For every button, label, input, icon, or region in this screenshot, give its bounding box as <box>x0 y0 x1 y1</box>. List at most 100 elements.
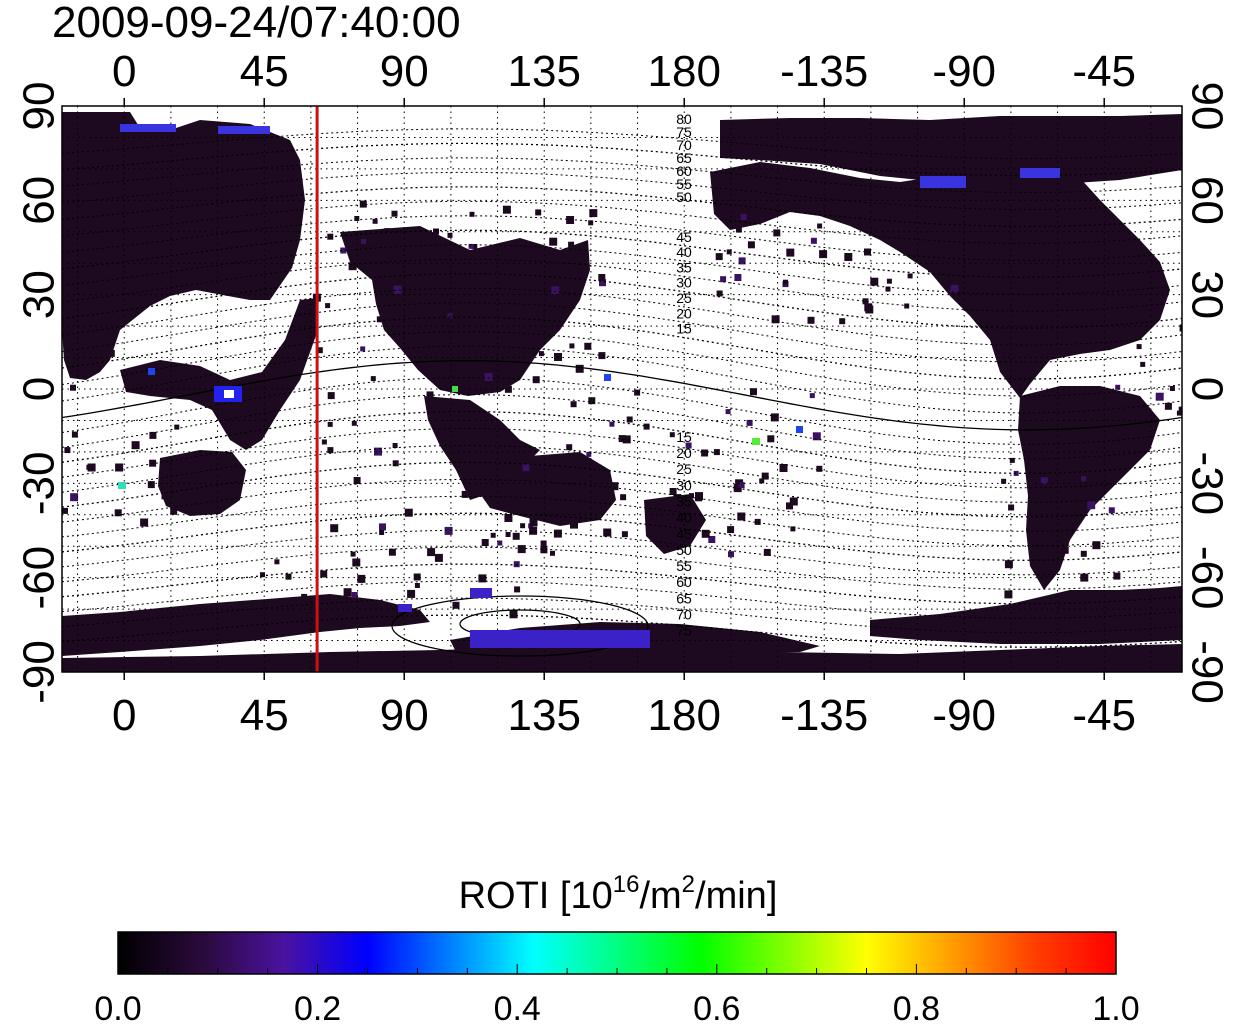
roti-cell <box>321 439 327 445</box>
roti-cell <box>427 548 436 557</box>
roti-cell <box>320 603 327 610</box>
roti-cell <box>340 247 347 254</box>
roti-cell <box>405 280 413 288</box>
roti-cell <box>1009 457 1015 463</box>
roti-cell <box>599 279 606 287</box>
contour-label: 55 <box>676 558 692 574</box>
roti-cell <box>170 507 178 515</box>
roti-cell <box>274 559 280 565</box>
roti-cell <box>551 286 560 295</box>
roti-cell <box>343 588 352 597</box>
roti-cell <box>360 346 366 352</box>
roti-cell <box>570 401 577 408</box>
roti-cell <box>512 532 520 540</box>
maglat-contour <box>62 186 1182 228</box>
roti-cell <box>978 201 987 210</box>
roti-cell <box>816 465 823 472</box>
roti-cell <box>174 424 180 430</box>
roti-cell <box>759 478 765 484</box>
roti-cell <box>770 413 779 422</box>
maglat-contour <box>62 171 1182 210</box>
lat-tick-label-left: 60 <box>15 176 64 225</box>
roti-cell <box>542 475 549 481</box>
roti-cell <box>376 316 383 323</box>
roti-cell <box>928 267 933 273</box>
contour-label: 65 <box>676 150 692 166</box>
lon-tick-label-bottom: -135 <box>780 691 868 740</box>
lat-tick-label-right: 0 <box>1182 377 1231 401</box>
high-roti-point <box>752 438 760 445</box>
roti-cell <box>550 550 555 556</box>
roti-cell <box>584 513 593 522</box>
roti-cell <box>527 255 533 261</box>
roti-cell <box>783 279 788 285</box>
lat-tick-label-left: 30 <box>15 270 64 319</box>
roti-hotspots <box>118 124 1060 648</box>
roti-cell <box>1080 550 1087 557</box>
roti-cell <box>789 497 798 506</box>
maglat-contour <box>62 428 1182 489</box>
maglat-contour <box>62 142 1182 177</box>
roti-cell <box>140 518 149 527</box>
maglat-contour <box>62 360 1182 431</box>
roti-cell <box>327 447 334 454</box>
roti-cell <box>505 532 511 537</box>
roti-cell <box>786 502 793 510</box>
high-roti-point <box>452 386 458 392</box>
roti-cell <box>442 267 450 275</box>
high-roti-point <box>796 426 803 433</box>
roti-cell <box>391 210 398 217</box>
lat-tick-label-left: 90 <box>15 82 64 131</box>
roti-cell <box>622 435 631 444</box>
lon-tick-label-top: 180 <box>648 47 721 96</box>
roti-cell <box>761 472 769 480</box>
contour-label: 35 <box>676 493 692 509</box>
contour-label: 30 <box>676 477 692 493</box>
contour-label: 15 <box>676 429 692 445</box>
roti-cell <box>771 315 780 324</box>
roti-cell <box>110 322 117 329</box>
roti-cell <box>889 218 898 227</box>
polar-roti-band <box>920 176 966 188</box>
lon-tick-label-bottom: -90 <box>932 691 996 740</box>
colorbar-label-exponent2: 2 <box>681 871 696 898</box>
lat-tick-label-left: -30 <box>15 452 64 516</box>
roti-cell <box>461 490 469 498</box>
lat-tick-label-left: 0 <box>15 377 64 401</box>
roti-cell <box>1004 560 1013 569</box>
roti-cell <box>540 540 547 547</box>
high-roti-point <box>118 482 126 489</box>
arctic-land <box>720 114 1182 186</box>
roti-cell <box>320 570 328 578</box>
roti-cell <box>549 237 558 246</box>
lat-tick-label-left: -60 <box>15 546 64 610</box>
lon-tick-label-top: 90 <box>380 47 429 96</box>
contour-label: 70 <box>676 137 692 153</box>
colorbar-tick-label: 0.8 <box>893 990 940 1024</box>
roti-cell <box>967 280 974 288</box>
lon-tick-label-top: 0 <box>112 47 136 96</box>
roti-cell <box>685 442 692 449</box>
roti-cell <box>564 258 573 267</box>
roti-cell <box>1040 477 1048 485</box>
colorbar-ticks: 0.0 0.2 0.4 0.6 0.8 1.0 <box>94 964 1140 1024</box>
roti-cell <box>569 284 576 291</box>
roti-cell <box>862 298 869 305</box>
lon-tick-label-top: -135 <box>780 47 868 96</box>
roti-cell <box>537 299 543 305</box>
central-africa-land <box>120 298 318 450</box>
roti-cell <box>603 528 612 537</box>
roti-cell <box>379 523 386 531</box>
polar-roti-band <box>120 124 176 132</box>
colorbar-tick-label: 0.0 <box>94 990 141 1024</box>
roti-cell <box>621 531 628 538</box>
roti-cell <box>447 313 453 319</box>
roti-cell <box>301 593 308 600</box>
australia-land <box>476 452 616 526</box>
colorbar-label-prefix: ROTI [10 <box>458 875 613 917</box>
southern-africa-land <box>158 450 246 516</box>
roti-cell <box>472 244 478 249</box>
roti-cell <box>598 274 606 281</box>
contour-label: 60 <box>676 163 692 179</box>
roti-cell <box>372 218 378 224</box>
